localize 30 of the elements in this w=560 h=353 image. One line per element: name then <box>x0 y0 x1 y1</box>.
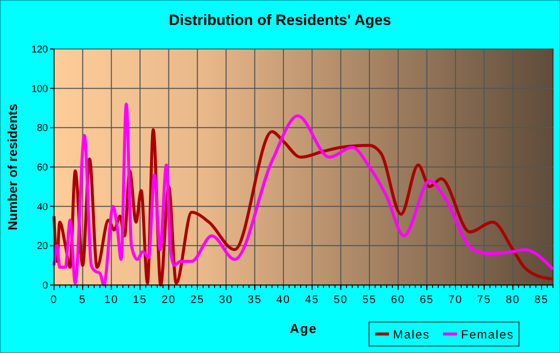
chart-title: Distribution of Residents' Ages <box>168 12 392 29</box>
x-tick-label: 30 <box>218 294 234 306</box>
x-tick-label: 55 <box>362 294 377 306</box>
y-tick-label: 20 <box>36 241 48 252</box>
x-tick-label: 60 <box>391 294 406 306</box>
x-tick-label: 50 <box>334 294 348 306</box>
legend-label: Females <box>461 328 514 342</box>
x-tick-label: 45 <box>304 294 320 306</box>
x-tick-label: 20 <box>162 294 176 306</box>
x-tick-label: 5 <box>79 294 86 306</box>
x-tick-label: 0 <box>50 294 58 306</box>
x-tick-label: 80 <box>506 294 520 306</box>
y-tick-label: 60 <box>36 162 48 174</box>
y-tick-label: 100 <box>31 84 48 95</box>
x-tick-label: 25 <box>190 294 205 306</box>
x-tick-label: 10 <box>104 294 118 306</box>
y-tick-label: 120 <box>31 44 48 56</box>
x-tick-label: 75 <box>477 294 492 306</box>
y-axis-title: Number of residents <box>5 104 20 230</box>
x-tick-label: 35 <box>248 294 262 306</box>
x-tick-label: 70 <box>448 294 463 306</box>
x-tick-label: 85 <box>534 294 549 306</box>
x-tick-label: 65 <box>420 294 434 306</box>
x-tick-label: 15 <box>132 294 148 306</box>
x-axis-title: Age <box>290 321 318 336</box>
y-tick-label: 40 <box>36 202 48 213</box>
y-tick-label: 0 <box>42 280 48 292</box>
y-tick-label: 80 <box>36 123 48 134</box>
legend-label: Males <box>393 328 430 342</box>
x-tick-label: 40 <box>276 294 291 306</box>
